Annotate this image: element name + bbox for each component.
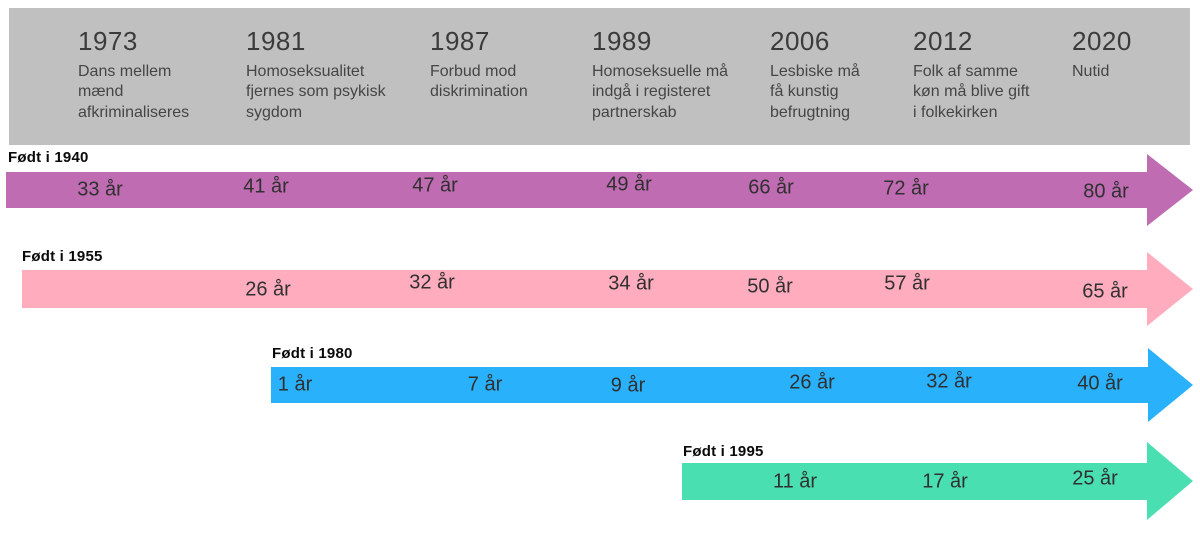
age-label: 80 år [1083,180,1129,203]
age-label: 49 år [606,173,652,196]
milestone-1973: 1973 Dans mellem mænd afkriminaliseres [78,26,218,123]
milestone-year: 1987 [430,26,490,56]
milestone-description: Folk af samme køn må blive gift i folkek… [913,63,1030,121]
age-label: 32 år [926,370,972,393]
timeline-1940-bar: 33 år 41 år 47 år 49 år 66 år 72 år 80 å… [6,172,1147,208]
age-label: 11 år [772,470,818,492]
milestone-description: Homoseksualitet fjernes som psykisk sygd… [246,63,386,121]
age-label: 26 år [789,371,835,394]
milestones-header: 1973 Dans mellem mænd afkriminaliseres 1… [9,8,1190,145]
arrow-head-icon [1147,154,1193,226]
milestone-1981: 1981 Homoseksualitet fjernes som psykisk… [246,26,421,123]
age-label: 7 år [467,373,503,396]
milestone-1987: 1987 Forbud mod diskrimination [430,26,580,103]
milestone-year: 2012 [913,26,973,56]
age-label: 17 år [922,470,968,492]
age-label: 50 år [747,275,793,298]
arrow-head-icon [1147,252,1193,326]
timeline-1980-label: Født i 1980 [272,345,353,362]
milestone-2012: 2012 Folk af samme køn må blive gift i f… [913,26,1063,123]
milestone-2020: 2020 Nutid [1072,26,1182,82]
arrow-head-icon [1147,442,1193,520]
age-label: 25 år [1072,467,1118,489]
age-label: 72 år [883,177,929,200]
age-label: 47 år [412,174,458,197]
timeline-1940-label: Født i 1940 [8,149,89,166]
milestone-year: 1973 [78,26,138,56]
milestone-description: Homoseksuelle må indgå i registeret part… [592,63,729,121]
age-label: 40 år [1077,372,1123,395]
timeline-1955-bar: 26 år 32 år 34 år 50 år 57 år 65 år [22,270,1147,308]
timeline-1995-label: Født i 1995 [683,443,764,460]
age-label: 33 år [77,178,123,201]
age-label: 1 år [277,373,313,396]
milestone-2006: 2006 Lesbiske må få kunstig befrugtning [770,26,900,123]
milestone-year: 1981 [246,26,306,56]
milestone-description: Nutid [1072,63,1110,80]
age-label: 32 år [409,271,455,294]
age-label: 9 år [610,374,646,397]
milestone-year: 1989 [592,26,652,56]
age-label: 65 år [1082,280,1128,303]
age-label: 57 år [884,272,930,295]
timeline-1980-bar: 1 år 7 år 9 år 26 år 32 år 40 år [271,367,1148,403]
arrow-head-icon [1148,348,1193,422]
timeline-1995-bar: 11 år 17 år 25 år [682,463,1147,500]
age-label: 34 år [608,272,654,295]
milestone-description: Dans mellem mænd afkriminaliseres [78,63,190,121]
age-label: 26 år [245,278,291,301]
milestone-year: 2006 [770,26,830,56]
milestone-description: Lesbiske må få kunstig befrugtning [770,63,860,121]
milestone-1989: 1989 Homoseksuelle må indgå i registeret… [592,26,767,123]
age-label: 66 år [748,176,794,199]
milestone-year: 2020 [1072,26,1132,56]
milestone-description: Forbud mod diskrimination [430,63,528,101]
timeline-1955-label: Født i 1955 [22,248,103,265]
age-label: 41 år [243,175,289,198]
